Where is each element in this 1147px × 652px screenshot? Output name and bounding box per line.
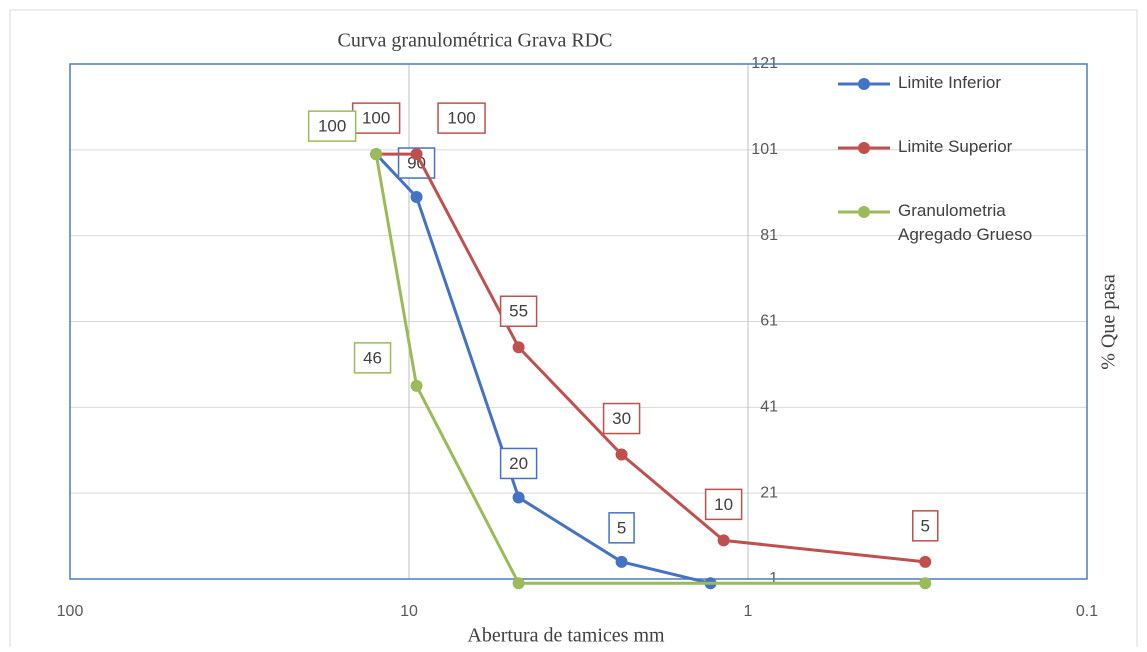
data-point — [615, 448, 628, 461]
data-label-box — [499, 295, 538, 327]
series-line — [376, 152, 926, 564]
data-label-box — [307, 110, 357, 142]
y-tick-label: 101 — [751, 141, 778, 158]
legend-item: Limite Superior — [898, 137, 1013, 156]
data-label: 30 — [612, 409, 631, 428]
legend-marker — [858, 206, 870, 218]
data-label-box — [351, 102, 401, 134]
series-line — [375, 153, 711, 585]
legend-item: Granulometria Agregado Grueso — [898, 201, 1033, 244]
data-label: 46 — [363, 348, 382, 367]
legend-label: Limite Superior — [898, 137, 1013, 156]
data-point — [512, 577, 525, 590]
y-tick-label: 21 — [760, 484, 778, 501]
data-point — [410, 379, 423, 392]
data-label: 100 — [318, 117, 346, 136]
chart-title: Curva granulométrica Grava RDC — [338, 30, 613, 52]
data-label: 5 — [617, 518, 626, 537]
data-label-box — [353, 342, 392, 374]
data-label-box — [704, 488, 743, 521]
data-label: 55 — [509, 302, 528, 321]
data-label-box — [602, 402, 641, 435]
data-label: 5 — [921, 516, 930, 535]
data-point — [410, 191, 423, 204]
legend-label: Granulometria Agregado Grueso — [898, 201, 1033, 244]
data-label-box — [912, 510, 939, 542]
data-point — [410, 148, 423, 161]
plot-border — [69, 63, 1088, 580]
data-point — [615, 555, 628, 568]
data-point — [512, 491, 525, 504]
data-label-box — [608, 512, 635, 544]
data-point — [512, 341, 525, 354]
legend-marker — [858, 78, 870, 90]
series-line — [374, 153, 926, 585]
data-point — [717, 534, 730, 547]
y-tick-label: 61 — [760, 313, 778, 330]
legend-label: Limite Inferior — [898, 73, 1001, 92]
x-tick-label: 100 — [57, 603, 84, 620]
data-label: 100 — [447, 109, 475, 128]
x-tick-label: 10 — [400, 603, 418, 620]
data-label-box — [499, 447, 538, 480]
y-tick-label: 81 — [760, 227, 778, 244]
x-axis-title: Abertura de tamices mm — [467, 625, 665, 647]
data-point — [370, 148, 383, 161]
x-tick-label: 0.1 — [1076, 603, 1098, 620]
legend-marker — [858, 142, 870, 154]
data-label: 90 — [407, 154, 426, 173]
y-axis-title: % Que pasa — [1098, 274, 1120, 370]
data-label: 100 — [362, 109, 390, 128]
data-point — [919, 577, 932, 590]
x-tick-label: 1 — [744, 603, 753, 620]
y-tick-label: 41 — [760, 399, 778, 416]
data-label: 10 — [714, 495, 733, 514]
data-label-box — [437, 102, 486, 134]
data-point — [919, 555, 932, 568]
data-label: 20 — [509, 454, 528, 473]
legend-item: Limite Inferior — [898, 73, 1001, 92]
